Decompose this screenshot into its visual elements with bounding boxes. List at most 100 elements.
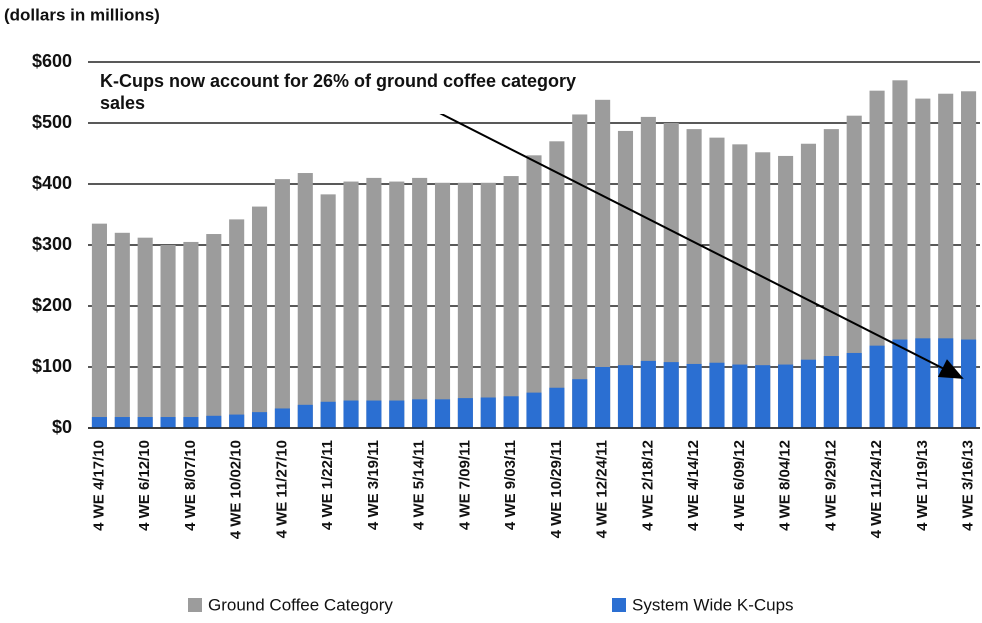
bar [686, 363, 702, 428]
bar [938, 338, 954, 428]
bar [343, 181, 359, 428]
x-tick-label: 4 WE 6/09/12 [731, 440, 748, 531]
bar [343, 400, 359, 428]
bar [91, 223, 107, 428]
bar [595, 367, 611, 428]
x-tick-label: 4 WE 10/29/11 [548, 440, 565, 538]
bar [297, 173, 313, 428]
x-tick-label: 4 WE 1/19/13 [914, 440, 931, 531]
bar [206, 415, 222, 428]
x-tick-label: 4 WE 8/04/12 [777, 440, 794, 531]
bar [480, 397, 496, 428]
bar [274, 408, 290, 428]
bar [663, 362, 679, 428]
x-tick-label: 4 WE 1/22/11 [319, 440, 336, 530]
bar [869, 90, 885, 429]
bar [778, 155, 794, 428]
bar [800, 143, 817, 429]
bar [91, 417, 107, 428]
bar [503, 396, 519, 428]
bar [572, 379, 588, 428]
x-tick-label: 4 WE 3/16/13 [960, 440, 977, 531]
bar [549, 387, 565, 428]
bar [251, 412, 268, 428]
x-tick-label: 4 WE 7/09/11 [456, 440, 473, 530]
bar [412, 399, 428, 428]
bar [160, 417, 176, 428]
bar [526, 392, 542, 428]
bar [229, 414, 245, 428]
x-tick-label: 4 WE 10/02/10 [228, 440, 245, 539]
bar [366, 177, 382, 428]
bar [137, 417, 153, 428]
bar [892, 339, 908, 428]
x-tick-label: 4 WE 11/27/10 [273, 440, 290, 538]
y-tick-label: $100 [32, 356, 72, 376]
bar [389, 400, 405, 428]
annotation: K-Cups now account for 26% of ground cof… [100, 70, 590, 114]
bar [366, 400, 382, 428]
bar [183, 417, 199, 428]
bar [755, 152, 771, 428]
bar [869, 345, 885, 428]
x-tick-label: 4 WE 9/03/11 [502, 440, 519, 530]
bar [755, 365, 771, 428]
bar [595, 99, 611, 428]
subtitle: (dollars in millions) [4, 5, 160, 24]
x-tick-label: 4 WE 2/18/12 [639, 440, 656, 531]
bar [434, 399, 451, 428]
bar [251, 206, 268, 428]
bar [457, 182, 473, 428]
y-tick-label: $600 [32, 51, 72, 71]
x-tick-label: 4 WE 9/29/12 [822, 440, 839, 531]
legend-label: System Wide K-Cups [632, 595, 794, 614]
bar [457, 398, 473, 428]
x-tick-label: 4 WE 4/17/10 [90, 440, 107, 531]
bar [800, 359, 817, 428]
bar [229, 219, 245, 428]
bar [640, 116, 656, 429]
bar [778, 364, 794, 428]
bar [526, 155, 542, 428]
bar [961, 339, 977, 428]
bar [640, 360, 656, 428]
legend-label: Ground Coffee Category [208, 595, 393, 614]
x-tick-label: 4 WE 4/14/12 [685, 440, 702, 531]
bar [114, 417, 130, 428]
bar [572, 114, 588, 429]
bar [137, 237, 153, 428]
bar [549, 141, 565, 429]
bar [617, 365, 634, 428]
x-tick-label: 4 WE 12/24/11 [594, 440, 611, 538]
x-tick-label: 4 WE 11/24/12 [868, 440, 885, 538]
bar [389, 181, 405, 428]
bar [732, 144, 748, 428]
bar [846, 115, 862, 429]
y-tick-label: $300 [32, 234, 72, 254]
bar [160, 245, 176, 428]
bar [297, 404, 313, 428]
bar [320, 401, 336, 428]
y-tick-label: $0 [52, 417, 72, 437]
bar [183, 241, 199, 428]
y-tick-label: $500 [32, 112, 72, 132]
annotation-arrow [409, 97, 964, 379]
bar [412, 177, 428, 428]
bar [915, 338, 931, 428]
legend-swatch [612, 598, 626, 612]
bar [823, 356, 839, 428]
bar [114, 232, 130, 428]
bar [732, 364, 748, 428]
bar [274, 179, 290, 428]
bar [846, 352, 862, 428]
bar [503, 176, 519, 428]
bar [320, 194, 336, 428]
bar [709, 362, 725, 428]
y-tick-label: $400 [32, 173, 72, 193]
x-tick-label: 4 WE 6/12/10 [136, 440, 153, 531]
bar [823, 129, 839, 428]
x-tick-label: 4 WE 3/19/11 [365, 440, 382, 530]
bar [434, 182, 451, 428]
